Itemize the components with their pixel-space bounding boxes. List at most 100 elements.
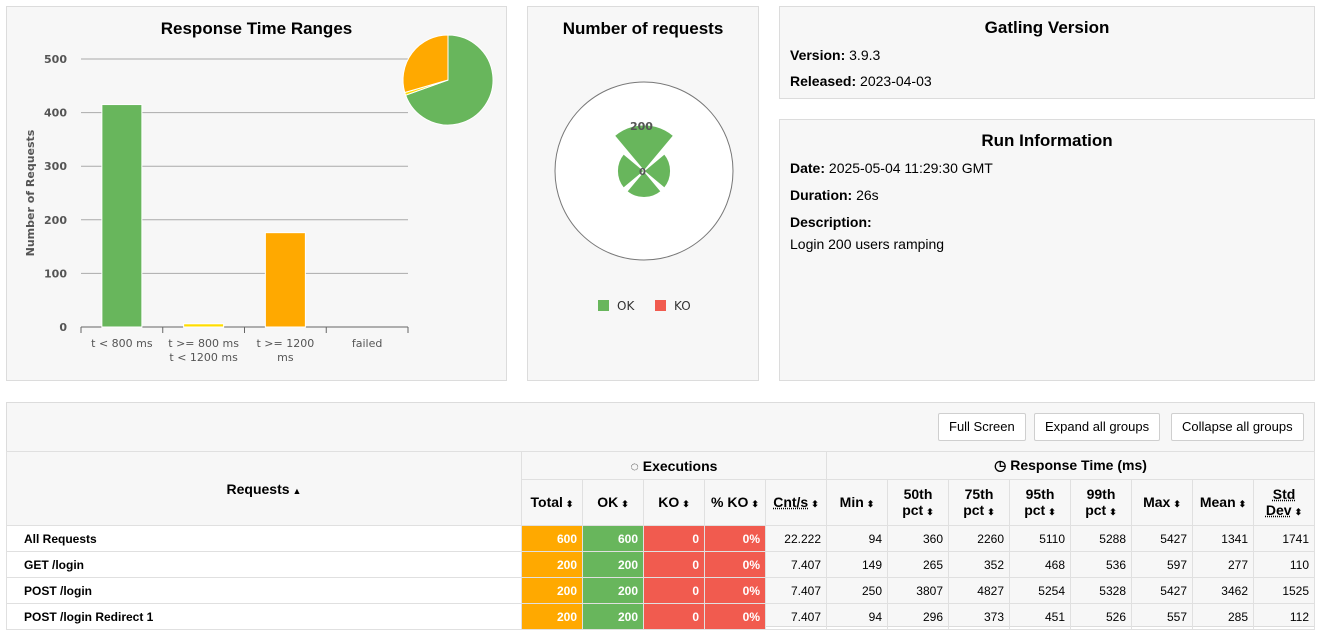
max-column-header[interactable]: Max ⬍ — [1131, 479, 1193, 526]
collapse-all-groups-button[interactable]: Collapse all groups — [1171, 413, 1304, 441]
cnt-cell: 7.407 — [765, 577, 827, 604]
p99-cell: 5288 — [1070, 525, 1132, 552]
cnt-cell: 7.407 — [765, 603, 827, 630]
p50-cell: 360 — [887, 525, 949, 552]
x-tick-label: t < 1200 ms — [169, 351, 238, 364]
polar-zero-label: 0 — [639, 167, 646, 178]
p75-column-header[interactable]: 75th pct ⬍ — [948, 479, 1010, 526]
x-tick-label: t >= 800 ms — [168, 337, 239, 350]
p95-cell: 451 — [1009, 603, 1071, 630]
pct-ko-cell: 0% — [704, 551, 766, 578]
x-tick-label: failed — [352, 337, 382, 350]
p50-column-header[interactable]: 50th pct ⬍ — [887, 479, 949, 526]
p95-cell: 468 — [1009, 551, 1071, 578]
max-cell: 557 — [1131, 603, 1193, 630]
total-cell: 200 — [521, 577, 583, 604]
sort-icon: ⬍ — [926, 506, 934, 517]
bar — [183, 323, 225, 328]
bar — [264, 232, 306, 328]
p75-cell: 2260 — [948, 525, 1010, 552]
pct-ko-cell: 0% — [704, 603, 766, 630]
ok-cell: 600 — [582, 525, 644, 552]
sort-icon: ⬍ — [1238, 498, 1247, 509]
ko-column-header[interactable]: KO ⬍ — [643, 479, 705, 526]
description-label-row: Description: — [790, 214, 872, 230]
released-label: Released: — [790, 73, 857, 89]
legend-label: OK — [617, 299, 635, 313]
sort-icon: ⬍ — [1173, 498, 1181, 509]
mean-column-header[interactable]: Mean ⬍ — [1192, 479, 1254, 526]
p95-cell: 5110 — [1009, 525, 1071, 552]
date-value: 2025-05-04 11:29:30 GMT — [828, 160, 993, 176]
mean-cell: 277 — [1192, 551, 1254, 578]
p99-cell: 536 — [1070, 551, 1132, 578]
total-cell: 200 — [521, 603, 583, 630]
p95-cell: 5254 — [1009, 577, 1071, 604]
sort-icon: ⬍ — [866, 498, 875, 509]
legend-swatch — [655, 300, 666, 311]
min-cell: 149 — [826, 551, 888, 578]
executions-group-header: ◌ Executions — [521, 451, 827, 480]
table-row[interactable]: GET /login 200 200 0 0% 7.407 149 265 35… — [6, 551, 1316, 578]
number-of-requests-title: Number of requests — [562, 19, 724, 38]
y-tick-label: 300 — [44, 160, 67, 173]
max-cell: 5427 — [1131, 577, 1193, 604]
ko-cell: 0 — [643, 603, 705, 630]
response-time-ranges-title: Response Time Ranges — [160, 19, 353, 38]
min-cell: 94 — [826, 525, 888, 552]
std-dev-column-header[interactable]: Std Dev ⬍ — [1252, 479, 1316, 526]
polar-slice — [613, 124, 675, 172]
p75-cell: 4827 — [948, 577, 1010, 604]
response-time-group-header: ◷ Response Time (ms) — [825, 451, 1316, 480]
number-of-requests-chart: 200 0 OK KO — [554, 81, 734, 313]
description-value: Login 200 users ramping — [790, 236, 945, 252]
min-column-header[interactable]: Min ⬍ — [826, 479, 888, 526]
date-row: Date: 2025-05-04 11:29:30 GMT — [790, 160, 993, 176]
expand-all-groups-button[interactable]: Expand all groups — [1034, 413, 1161, 441]
sort-icon: ⬍ — [621, 498, 629, 509]
std-cell: 1741 — [1252, 525, 1316, 552]
sort-icon: ⬍ — [751, 498, 759, 509]
date-label: Date: — [790, 160, 826, 176]
ok-column-header[interactable]: OK ⬍ — [582, 479, 644, 526]
table-row[interactable]: All Requests 600 600 0 0% 22.222 94 360 … — [6, 525, 1316, 552]
full-screen-button[interactable]: Full Screen — [938, 413, 1026, 441]
request-name: All Requests — [6, 525, 522, 552]
polar-slice — [626, 170, 662, 198]
table-row[interactable]: POST /login 200 200 0 0% 7.407 250 3807 … — [6, 577, 1316, 604]
mean-cell: 285 — [1192, 603, 1254, 630]
description-label: Description: — [790, 214, 872, 230]
pie-slice — [405, 34, 494, 126]
ko-cell: 0 — [643, 525, 705, 552]
table-row[interactable]: POST /login Redirect 1 200 200 0 0% 7.40… — [6, 603, 1316, 630]
y-tick-label: 200 — [44, 214, 67, 227]
p99-cell: 526 — [1070, 603, 1132, 630]
requests-column-header[interactable]: Requests ▲ — [6, 451, 522, 526]
cnt-per-sec-column-header[interactable]: Cnt/s ⬍ — [765, 479, 827, 526]
p95-column-header[interactable]: 95th pct ⬍ — [1009, 479, 1071, 526]
x-tick-label: ms — [277, 351, 294, 364]
max-cell: 597 — [1131, 551, 1193, 578]
std-cell: 112 — [1252, 603, 1316, 630]
total-cell: 200 — [521, 551, 583, 578]
ko-cell: 0 — [643, 551, 705, 578]
p99-column-header[interactable]: 99th pct ⬍ — [1070, 479, 1132, 526]
version-value: 3.9.3 — [849, 47, 881, 63]
polar-slice — [617, 153, 645, 189]
total-column-header[interactable]: Total ⬍ — [521, 479, 583, 526]
version-label: Version: — [790, 47, 846, 63]
duration-label: Duration: — [790, 187, 853, 203]
min-cell: 94 — [826, 603, 888, 630]
response-time-header-label: Response Time (ms) — [1010, 457, 1147, 473]
sort-asc-icon: ▲ — [292, 485, 302, 496]
p75-cell: 352 — [948, 551, 1010, 578]
min-cell: 250 — [826, 577, 888, 604]
pct-ko-cell: 0% — [704, 577, 766, 604]
ok-cell: 200 — [582, 551, 644, 578]
pct-ko-column-header[interactable]: % KO ⬍ — [704, 479, 766, 526]
legend-label: KO — [674, 299, 691, 313]
sort-icon: ⬍ — [1294, 506, 1303, 517]
cnt-cell: 22.222 — [765, 525, 827, 552]
y-tick-label: 0 — [59, 321, 67, 334]
executions-icon: ◌ — [630, 457, 639, 474]
